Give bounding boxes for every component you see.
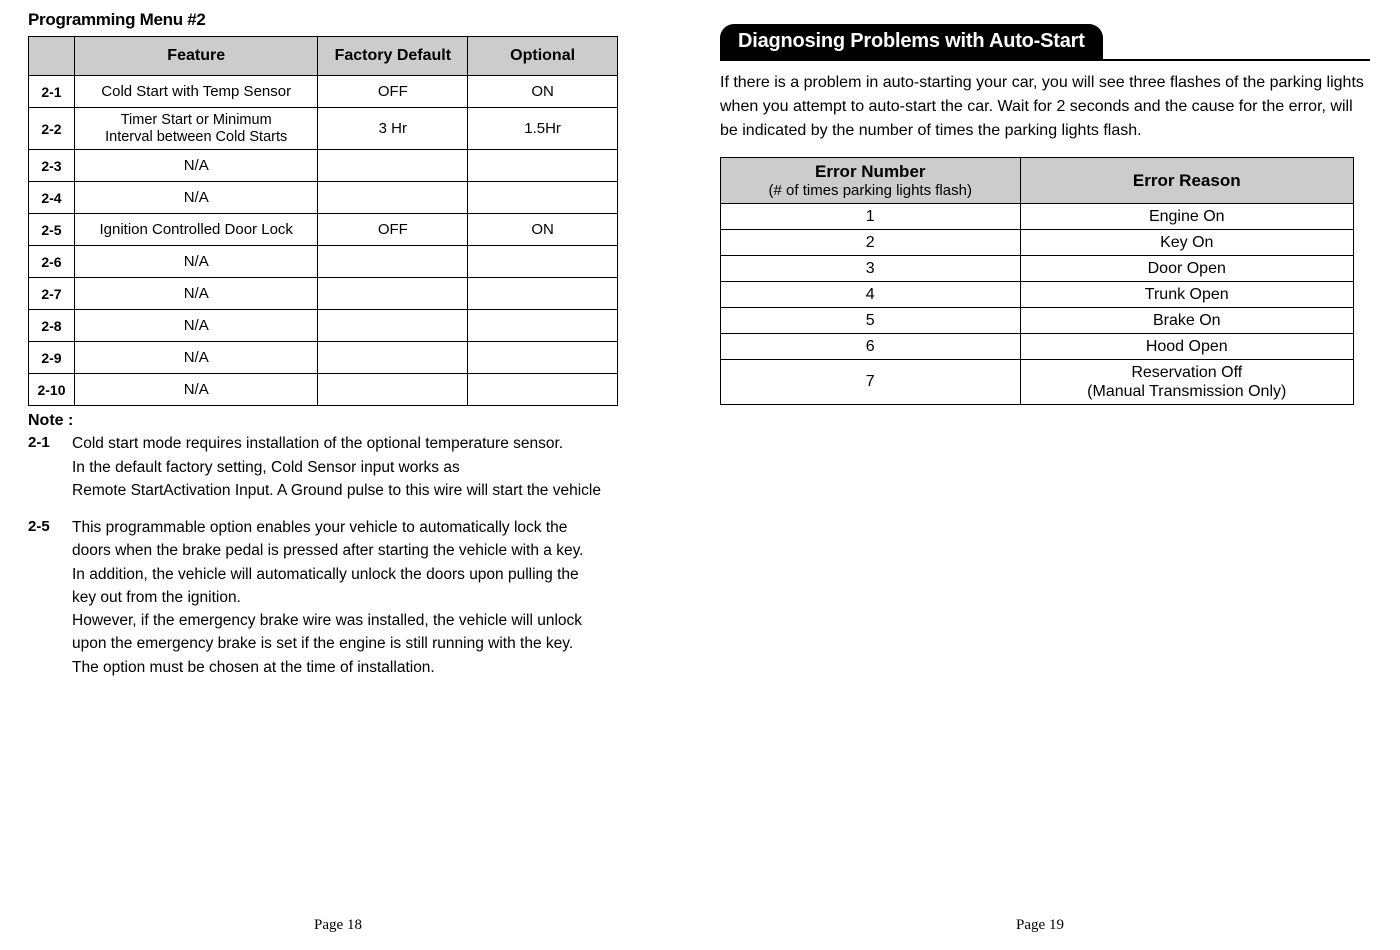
error-cell-reason: Door Open <box>1020 256 1354 282</box>
programming-header-feature: Feature <box>74 37 318 76</box>
programming-cell-feature: N/A <box>74 374 318 406</box>
error-cell-reason: Key On <box>1020 230 1354 256</box>
page-right: Diagnosing Problems with Auto-Start If t… <box>700 0 1400 950</box>
page-left: Programming Menu #2 Feature Factory Defa… <box>0 0 700 950</box>
programming-row: 2-7N/A <box>29 278 618 310</box>
programming-row: 2-8N/A <box>29 310 618 342</box>
programming-cell-default <box>318 246 468 278</box>
programming-row: 2-5Ignition Controlled Door LockOFFON <box>29 214 618 246</box>
programming-cell-feature: N/A <box>74 342 318 374</box>
note-label: 2-1 <box>28 432 72 455</box>
error-header-row: Error Number (# of times parking lights … <box>721 158 1354 204</box>
programming-cell-id: 2-1 <box>29 76 75 108</box>
programming-cell-feature: N/A <box>74 150 318 182</box>
programming-cell-optional <box>468 182 618 214</box>
programming-cell-feature: Cold Start with Temp Sensor <box>74 76 318 108</box>
programming-cell-id: 2-7 <box>29 278 75 310</box>
error-header-num-main: Error Number <box>725 162 1016 182</box>
tab-title-wrap: Diagnosing Problems with Auto-Start <box>720 24 1370 61</box>
programming-cell-default: 3 Hr <box>318 108 468 150</box>
note-title: Note : <box>28 412 660 430</box>
note-label: 2-5 <box>28 516 72 539</box>
programming-cell-default: OFF <box>318 214 468 246</box>
error-cell-num: 4 <box>721 282 1021 308</box>
error-cell-reason: Trunk Open <box>1020 282 1354 308</box>
note-text: Cold start mode requires installation of… <box>72 432 632 502</box>
programming-cell-id: 2-8 <box>29 310 75 342</box>
programming-cell-default: OFF <box>318 76 468 108</box>
programming-cell-optional <box>468 278 618 310</box>
intro-text: If there is a problem in auto-starting y… <box>720 71 1370 143</box>
programming-cell-id: 2-4 <box>29 182 75 214</box>
programming-row: 2-6N/A <box>29 246 618 278</box>
programming-cell-optional: ON <box>468 76 618 108</box>
error-cell-num: 1 <box>721 204 1021 230</box>
note-text: This programmable option enables your ve… <box>72 516 632 679</box>
programming-header-id <box>29 37 75 76</box>
programming-cell-default <box>318 278 468 310</box>
programming-cell-default <box>318 182 468 214</box>
programming-cell-feature: Ignition Controlled Door Lock <box>74 214 318 246</box>
error-cell-reason: Brake On <box>1020 308 1354 334</box>
programming-cell-optional <box>468 310 618 342</box>
programming-cell-id: 2-3 <box>29 150 75 182</box>
programming-cell-default <box>318 310 468 342</box>
programming-cell-optional <box>468 246 618 278</box>
programming-header-default: Factory Default <box>318 37 468 76</box>
programming-cell-optional <box>468 342 618 374</box>
programming-cell-id: 2-9 <box>29 342 75 374</box>
programming-cell-id: 2-5 <box>29 214 75 246</box>
error-row: 3Door Open <box>721 256 1354 282</box>
error-cell-reason: Reservation Off(Manual Transmission Only… <box>1020 360 1354 405</box>
error-row: 2Key On <box>721 230 1354 256</box>
page-num-left: Page 18 <box>28 917 648 934</box>
programming-cell-default <box>318 374 468 406</box>
error-cell-num: 2 <box>721 230 1021 256</box>
programming-cell-id: 2-6 <box>29 246 75 278</box>
left-title: Programming Menu #2 <box>28 10 660 30</box>
programming-row: 2-4N/A <box>29 182 618 214</box>
programming-cell-optional: ON <box>468 214 618 246</box>
error-row: 1Engine On <box>721 204 1354 230</box>
programming-cell-id: 2-10 <box>29 374 75 406</box>
error-cell-num: 3 <box>721 256 1021 282</box>
error-cell-reason: Hood Open <box>1020 334 1354 360</box>
error-cell-num: 7 <box>721 360 1021 405</box>
programming-cell-feature: N/A <box>74 182 318 214</box>
programming-row: 2-10N/A <box>29 374 618 406</box>
programming-cell-id: 2-2 <box>29 108 75 150</box>
error-row: 5Brake On <box>721 308 1354 334</box>
programming-cell-optional: 1.5Hr <box>468 108 618 150</box>
programming-cell-feature: N/A <box>74 278 318 310</box>
programming-cell-feature: N/A <box>74 310 318 342</box>
error-cell-num: 6 <box>721 334 1021 360</box>
programming-table: Feature Factory Default Optional 2-1Cold… <box>28 36 618 406</box>
programming-header-row: Feature Factory Default Optional <box>29 37 618 76</box>
programming-row: 2-3N/A <box>29 150 618 182</box>
error-row: 7Reservation Off(Manual Transmission Onl… <box>721 360 1354 405</box>
error-cell-num: 5 <box>721 308 1021 334</box>
programming-row: 2-9N/A <box>29 342 618 374</box>
error-table: Error Number (# of times parking lights … <box>720 157 1354 405</box>
error-header-reason: Error Reason <box>1020 158 1354 204</box>
programming-cell-optional <box>468 150 618 182</box>
programming-cell-default <box>318 150 468 182</box>
programming-row: 2-2Timer Start or MinimumInterval betwee… <box>29 108 618 150</box>
error-header-num-sub: (# of times parking lights flash) <box>725 182 1016 199</box>
error-header-num: Error Number (# of times parking lights … <box>721 158 1021 204</box>
programming-cell-feature: Timer Start or MinimumInterval between C… <box>74 108 318 150</box>
programming-cell-feature: N/A <box>74 246 318 278</box>
tab-title: Diagnosing Problems with Auto-Start <box>720 24 1103 61</box>
programming-header-optional: Optional <box>468 37 618 76</box>
error-row: 4Trunk Open <box>721 282 1354 308</box>
error-cell-reason: Engine On <box>1020 204 1354 230</box>
page-num-right: Page 19 <box>720 917 1360 934</box>
programming-cell-optional <box>468 374 618 406</box>
note-block: 2-1Cold start mode requires installation… <box>28 432 660 502</box>
error-row: 6Hood Open <box>721 334 1354 360</box>
programming-cell-default <box>318 342 468 374</box>
programming-row: 2-1Cold Start with Temp SensorOFFON <box>29 76 618 108</box>
note-block: 2-5This programmable option enables your… <box>28 516 660 679</box>
